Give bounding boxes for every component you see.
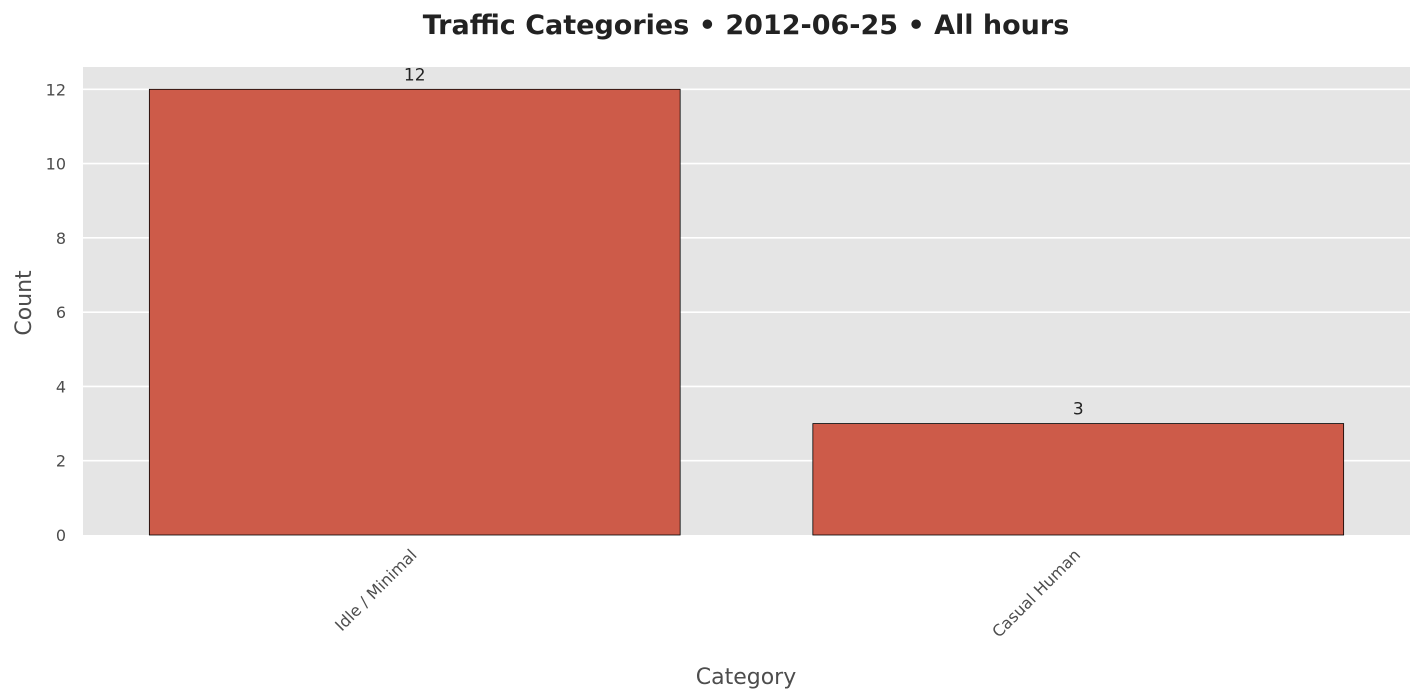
y-tick-label: 2 [56, 452, 66, 471]
y-tick-label: 0 [56, 526, 66, 545]
y-tick-label: 10 [46, 155, 66, 174]
x-axis-ticks: Idle / Minimal Casual Human [331, 545, 1084, 641]
x-tick-label: Idle / Minimal [331, 545, 420, 634]
bar-value-label: 3 [1073, 400, 1084, 420]
y-tick-label: 8 [56, 229, 66, 248]
x-axis-label: Category [696, 665, 797, 690]
y-axis-label: Count [12, 270, 37, 336]
y-tick-label: 6 [56, 303, 66, 322]
y-tick-label: 12 [46, 80, 66, 99]
y-axis-ticks: 0 2 4 6 8 10 12 [46, 80, 66, 545]
bar-value-label: 12 [404, 65, 426, 85]
chart-title: Traffic Categories • 2012-06-25 • All ho… [423, 10, 1070, 41]
x-tick-label: Casual Human [988, 545, 1084, 641]
y-tick-label: 4 [56, 377, 66, 396]
data-labels: 12 3 [404, 65, 1084, 419]
bar [148, 88, 681, 536]
bars [148, 88, 1345, 536]
bar [812, 423, 1345, 536]
